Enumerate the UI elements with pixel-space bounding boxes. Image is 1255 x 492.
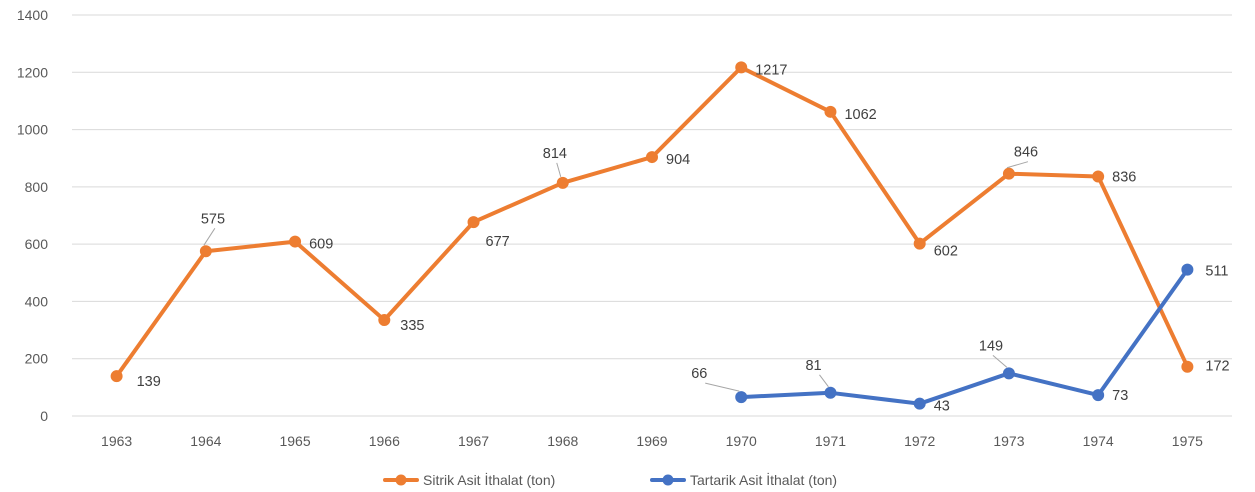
data-point xyxy=(1181,360,1194,373)
data-label: 73 xyxy=(1112,388,1128,404)
series-line-0 xyxy=(114,65,1190,379)
data-label: 172 xyxy=(1205,359,1229,375)
y-axis-ticks: 0 200 400 600 800 1000 1200 1400 xyxy=(17,7,48,424)
x-tick-label: 1967 xyxy=(458,433,489,449)
data-label: 1062 xyxy=(844,107,876,123)
y-tick-label: 400 xyxy=(25,293,49,309)
x-tick-label: 1969 xyxy=(636,433,667,449)
data-labels: 139 575 609 335 677 814 904 1217 1062 602 846 836 17… xyxy=(137,62,1230,414)
label-leader-line xyxy=(203,228,216,246)
x-tick-label: 1963 xyxy=(101,433,132,449)
data-point xyxy=(110,370,123,383)
data-point xyxy=(289,235,302,248)
data-label: 904 xyxy=(666,152,690,168)
data-point xyxy=(378,314,391,327)
data-label: 677 xyxy=(486,234,510,250)
label-leader-line xyxy=(819,374,829,388)
x-tick-label: 1975 xyxy=(1172,433,1203,449)
data-label: 814 xyxy=(543,146,567,162)
x-axis-ticks: 1963 1964 1965 1966 1967 1968 1969 1970 1971 1972… xyxy=(101,433,1203,449)
data-point xyxy=(556,176,569,189)
legend-label-0: Sitrik Asit İthalat (ton) xyxy=(423,471,555,488)
x-tick-label: 1970 xyxy=(726,433,757,449)
data-point xyxy=(199,245,212,258)
y-tick-label: 1000 xyxy=(17,122,48,138)
label-leader-lines xyxy=(203,161,1029,392)
x-tick-label: 1972 xyxy=(904,433,935,449)
data-point xyxy=(467,216,480,229)
data-point xyxy=(1002,167,1015,180)
data-label: 846 xyxy=(1014,145,1038,161)
series-lines xyxy=(110,61,1194,410)
data-label: 511 xyxy=(1205,264,1228,280)
data-point xyxy=(646,151,658,164)
legend: Sitrik Asit İthalat (ton) Tartarik Asit İ… xyxy=(383,471,837,488)
x-tick-label: 1968 xyxy=(547,433,578,449)
data-point xyxy=(1002,367,1015,380)
data-point xyxy=(824,105,837,118)
data-point xyxy=(913,237,926,250)
data-point xyxy=(824,386,837,399)
data-label: 609 xyxy=(309,237,333,253)
label-leader-line xyxy=(1006,161,1029,169)
data-label: 43 xyxy=(934,399,950,415)
legend-marker-0 xyxy=(395,474,407,486)
data-label: 836 xyxy=(1112,170,1136,186)
gridlines xyxy=(72,14,1232,417)
data-label: 66 xyxy=(691,366,707,382)
y-tick-label: 200 xyxy=(25,351,49,367)
data-label: 575 xyxy=(201,211,225,227)
x-tick-label: 1966 xyxy=(369,433,400,449)
data-label: 1217 xyxy=(755,62,787,78)
x-tick-label: 1964 xyxy=(190,433,221,449)
data-point xyxy=(735,61,748,74)
y-tick-label: 0 xyxy=(40,408,48,424)
y-tick-label: 1400 xyxy=(17,7,48,23)
label-leader-line xyxy=(992,354,1008,368)
series-line-1 xyxy=(739,267,1190,406)
data-label: 139 xyxy=(137,374,161,390)
data-point xyxy=(1181,263,1194,276)
data-point xyxy=(735,391,748,404)
label-leader-line xyxy=(556,162,562,177)
data-label: 81 xyxy=(805,358,821,374)
y-tick-label: 800 xyxy=(25,179,49,195)
data-point xyxy=(1092,170,1105,183)
legend-marker-1 xyxy=(662,474,674,486)
x-tick-label: 1973 xyxy=(993,433,1024,449)
data-label: 149 xyxy=(979,338,1003,354)
y-tick-label: 600 xyxy=(25,236,49,252)
data-point xyxy=(913,397,926,410)
x-tick-label: 1974 xyxy=(1083,433,1114,449)
y-tick-label: 1200 xyxy=(17,64,48,80)
data-label: 602 xyxy=(934,244,958,260)
data-label: 335 xyxy=(400,318,424,334)
x-tick-label: 1965 xyxy=(279,433,310,449)
data-point xyxy=(1092,389,1105,402)
legend-label-1: Tartarik Asit İthalat (ton) xyxy=(690,471,837,488)
label-leader-line xyxy=(705,382,740,392)
x-tick-label: 1971 xyxy=(815,433,846,449)
